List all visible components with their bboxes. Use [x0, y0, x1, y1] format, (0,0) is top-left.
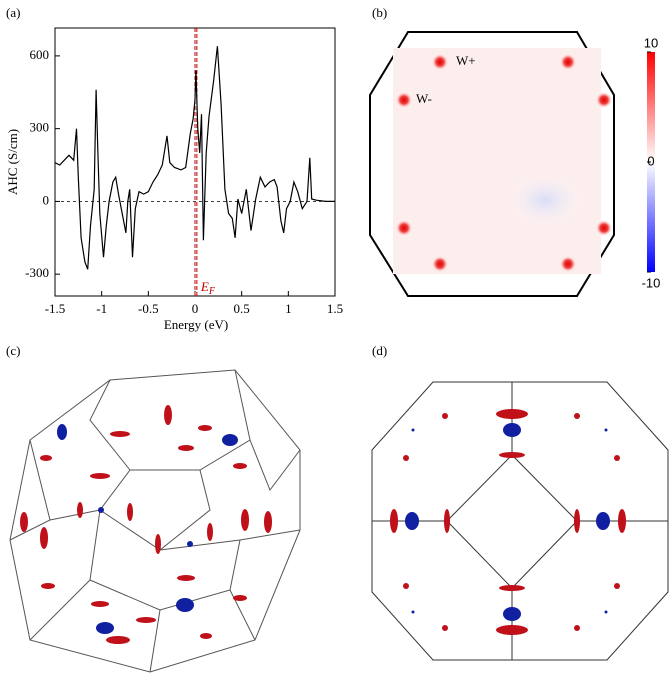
- x-tick-label: -1.5: [45, 301, 66, 316]
- edge: [9, 439, 51, 541]
- heatmap: [393, 48, 601, 274]
- y-tick-label: 300: [30, 120, 50, 135]
- polyhedron: [9, 369, 301, 673]
- x-tick-label: -0.5: [138, 301, 159, 316]
- y-tick-label: 0: [43, 192, 50, 207]
- x-tick-label: 1: [285, 301, 292, 316]
- y-tick-label: 600: [30, 47, 50, 62]
- panel-b: W+ W-: [369, 31, 655, 297]
- x-tick-label: 0.5: [234, 301, 250, 316]
- blue-surfaces: [57, 424, 238, 634]
- x-tick-label: 0: [192, 301, 199, 316]
- red-surfaces: [390, 409, 626, 635]
- fermi-label: EF: [200, 279, 216, 297]
- edge: [89, 539, 241, 611]
- red-surfaces: [20, 405, 272, 644]
- panel-label: (c): [6, 343, 20, 358]
- fermi-label-sub: F: [208, 286, 216, 297]
- panel-a: AHC (S/cm) Energy (eV) -1.5 -1 -0.5 0 0.5 1 1.…: [5, 27, 343, 332]
- x-axis-label: Energy (eV): [164, 317, 228, 332]
- fermi-label-main: E: [200, 279, 209, 294]
- colorbar-label: 0: [647, 153, 654, 168]
- edge: [99, 469, 211, 551]
- x-tick-label: -1: [96, 301, 107, 316]
- panel-label: (a): [6, 5, 20, 20]
- negative-region: [505, 172, 585, 228]
- colorbar-label: -10: [642, 275, 661, 290]
- blue-surfaces: [405, 423, 610, 621]
- colorbar-label: 10: [644, 35, 658, 50]
- edge: [29, 509, 101, 641]
- y-axis-label: AHC (S/cm): [5, 129, 20, 195]
- weyl-points: [396, 54, 612, 272]
- edge: [89, 369, 251, 471]
- panel-label: (b): [372, 5, 387, 20]
- weyl-label: W+: [456, 53, 476, 68]
- edge: [149, 609, 161, 673]
- edge: [249, 439, 301, 492]
- panel-c: [9, 369, 301, 673]
- panel-label: (d): [372, 343, 387, 358]
- inner-square: [446, 454, 578, 589]
- weyl-label: W-: [416, 91, 432, 106]
- x-tick-label: 1.5: [327, 301, 343, 316]
- ahc-line: [54, 46, 335, 270]
- brillouin-zone: [371, 381, 669, 661]
- panel-d: [371, 381, 669, 661]
- y-tick-label: -300: [25, 265, 49, 280]
